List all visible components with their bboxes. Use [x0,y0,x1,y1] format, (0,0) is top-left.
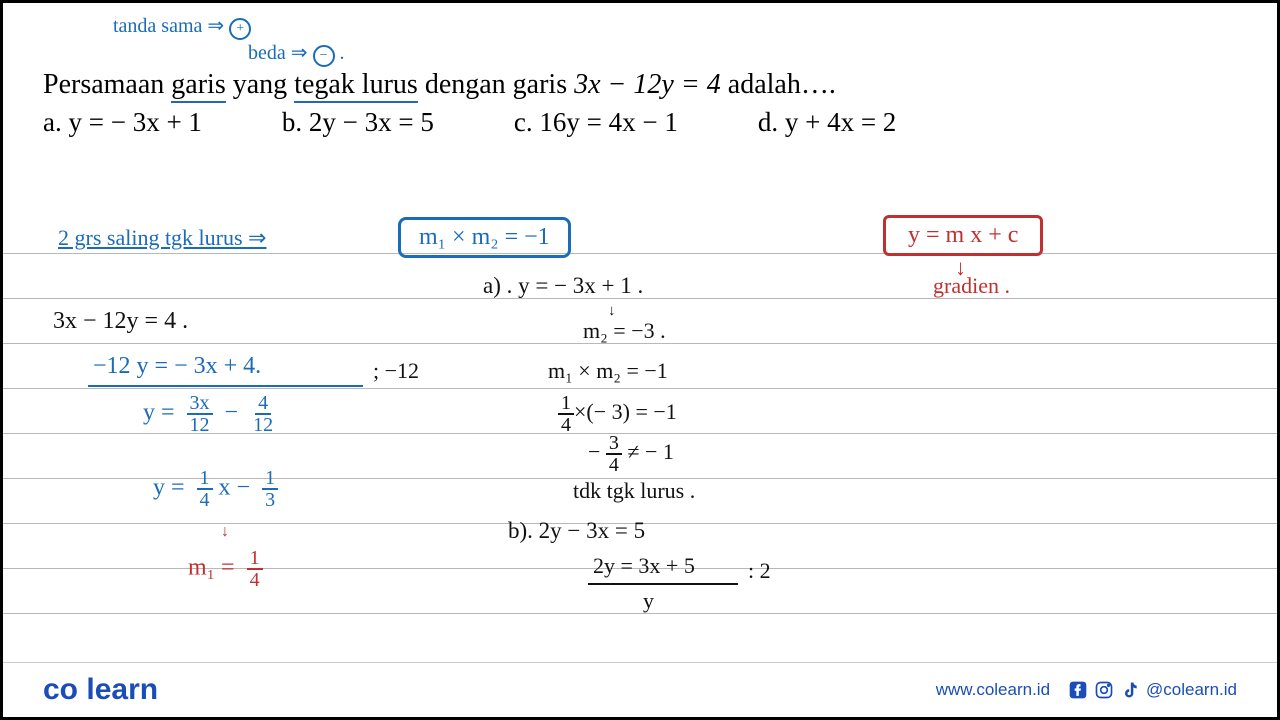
check-a-product: m₁ × m₂ = −1 [548,358,668,384]
check-a-m2: m₂ = −3 . [583,318,666,344]
option-b: b. 2y − 3x = 5 [282,107,434,138]
eq-step2: −12 y = − 3x + 4. [93,353,261,380]
check-a-note: tdk tgk lurus . [573,478,695,504]
perpendicular-rule-box: m₁ × m₂ = −1 [398,217,571,258]
underline-tegak-lurus: tegak lurus [294,69,418,103]
hint-sign-rules: tanda sama ⇒ + beda ⇒ − . [113,13,1237,67]
facebook-icon[interactable] [1068,680,1088,700]
ruled-line [3,388,1277,389]
question-equation: 3x − 12y = 4 [574,69,721,100]
div-by-12: ; −12 [373,358,419,384]
footer-right: www.colearn.id @colearn.id [936,680,1237,700]
instagram-icon[interactable] [1094,680,1114,700]
answer-options: a. y = − 3x + 1 b. 2y − 3x = 5 c. 16y = … [43,107,1237,138]
footer: co learn www.colearn.id @colearn.id [3,662,1277,717]
eq-original: 3x − 12y = 4 . [53,308,188,335]
plus-circle-icon: + [229,18,251,40]
eq-step3: y = 3x12 − 412 [143,393,276,435]
check-b-y: y [643,588,654,614]
check-a-result: − 34 ≠ − 1 [588,433,674,475]
check-a-heading: a) . y = − 3x + 1 . [483,273,643,299]
brand-logo: co learn [43,673,158,707]
check-b-step: 2y = 3x + 5 [593,553,695,579]
question-text: Persamaan garis yang tegak lurus dengan … [43,69,1237,101]
eq-step4: y = 14 x − 13 [153,468,278,510]
check-a-calc: 14×(− 3) = −1 [558,393,677,435]
underline-garis: garis [171,69,225,103]
option-c: c. 16y = 4x − 1 [514,107,678,138]
option-d: d. y + 4x = 2 [758,107,896,138]
div-by-2: : 2 [748,558,771,584]
arrow-down-icon: ↓ [221,523,229,541]
gradient-m1: m₁ = 14 [188,548,263,590]
ruled-line [3,613,1277,614]
hint-line2-text: beda ⇒ [248,42,308,64]
tiktok-icon[interactable] [1120,680,1140,700]
check-b-heading: b). 2y − 3x = 5 [508,518,645,544]
social-icons: @colearn.id [1068,680,1237,700]
division-line [88,385,363,387]
minus-circle-icon: − [313,45,335,67]
gradien-label: gradien . [933,273,1010,299]
footer-url[interactable]: www.colearn.id [936,680,1050,700]
division-line-b [588,583,738,585]
option-a: a. y = − 3x + 1 [43,107,202,138]
footer-handle[interactable]: @colearn.id [1146,680,1237,700]
worksheet-area: 2 grs saling tgk lurus ⇒ m₁ × m₂ = −1 y … [3,213,1277,657]
ruled-line [3,253,1277,254]
perpendicular-rule-text: 2 grs saling tgk lurus ⇒ [58,225,266,251]
slope-intercept-box: y = m x + c [883,215,1043,256]
page: tanda sama ⇒ + beda ⇒ − . Persamaan gari… [3,3,1277,138]
hint-line1-text: tanda sama ⇒ [113,15,224,37]
